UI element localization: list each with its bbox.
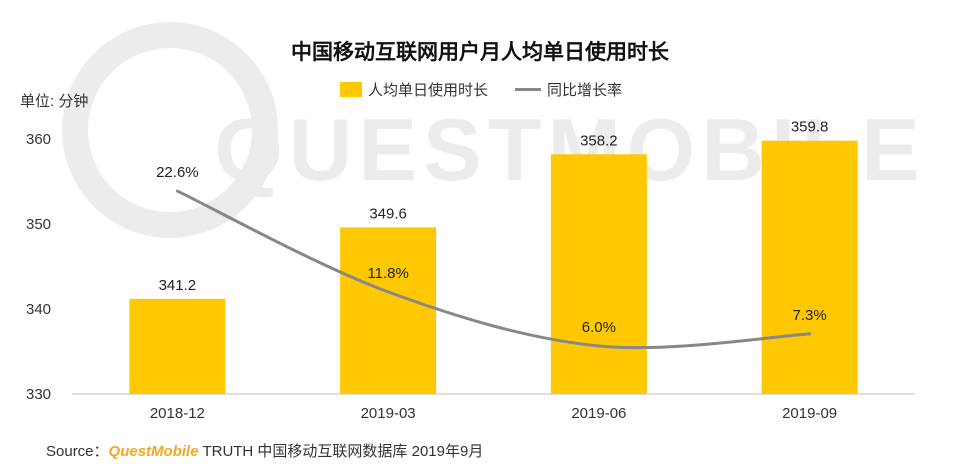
bar-value-labels: 341.2 349.6 358.2 359.8	[159, 119, 829, 294]
growth-value-labels: 22.6% 11.8% 6.0% 7.3%	[156, 164, 827, 336]
growth-line	[175, 189, 812, 350]
growth-value-label: 6.0%	[582, 319, 616, 336]
bar-value-label: 349.6	[369, 205, 407, 222]
x-tick-label: 2019-03	[361, 405, 416, 422]
growth-line-series	[175, 189, 812, 350]
bar	[550, 154, 647, 394]
chart-title: 中国移动互联网用户月人均单日使用时长	[291, 40, 670, 64]
legend-line-label: 同比增长率	[547, 82, 622, 99]
y-axis-ticks: 330 340 350 360	[26, 131, 51, 403]
bar-value-label: 341.2	[159, 277, 197, 294]
watermark-ring	[62, 22, 278, 238]
x-tick-label: 2018-12	[150, 405, 205, 422]
growth-value-label: 7.3%	[793, 307, 827, 324]
bar-value-label: 359.8	[791, 119, 829, 136]
legend-bar-label: 人均单日使用时长	[368, 82, 488, 99]
growth-value-label: 22.6%	[156, 164, 199, 181]
bar-value-label: 358.2	[580, 132, 618, 149]
bar	[761, 140, 858, 394]
source-brand: QuestMobile	[109, 443, 199, 460]
y-unit-label: 单位: 分钟	[20, 93, 88, 110]
bars	[129, 140, 858, 394]
legend: 人均单日使用时长 同比增长率	[340, 82, 622, 99]
y-tick-label: 340	[26, 301, 51, 318]
bar	[129, 298, 226, 394]
y-tick-label: 360	[26, 131, 51, 148]
source-prefix: Source：	[46, 443, 109, 460]
y-tick-label: 350	[26, 216, 51, 233]
source-note: Source：QuestMobile TRUTH 中国移动互联网数据库 2019…	[46, 443, 483, 460]
x-axis-ticks: 2018-12 2019-03 2019-06 2019-09	[150, 405, 837, 422]
x-tick-label: 2019-06	[571, 405, 626, 422]
source-rest: TRUTH 中国移动互联网数据库 2019年9月	[199, 443, 484, 460]
bar	[340, 227, 437, 394]
x-tick-label: 2019-09	[782, 405, 837, 422]
growth-value-label: 11.8%	[367, 265, 408, 282]
legend-bar-swatch	[340, 82, 362, 97]
y-tick-label: 330	[26, 386, 51, 403]
